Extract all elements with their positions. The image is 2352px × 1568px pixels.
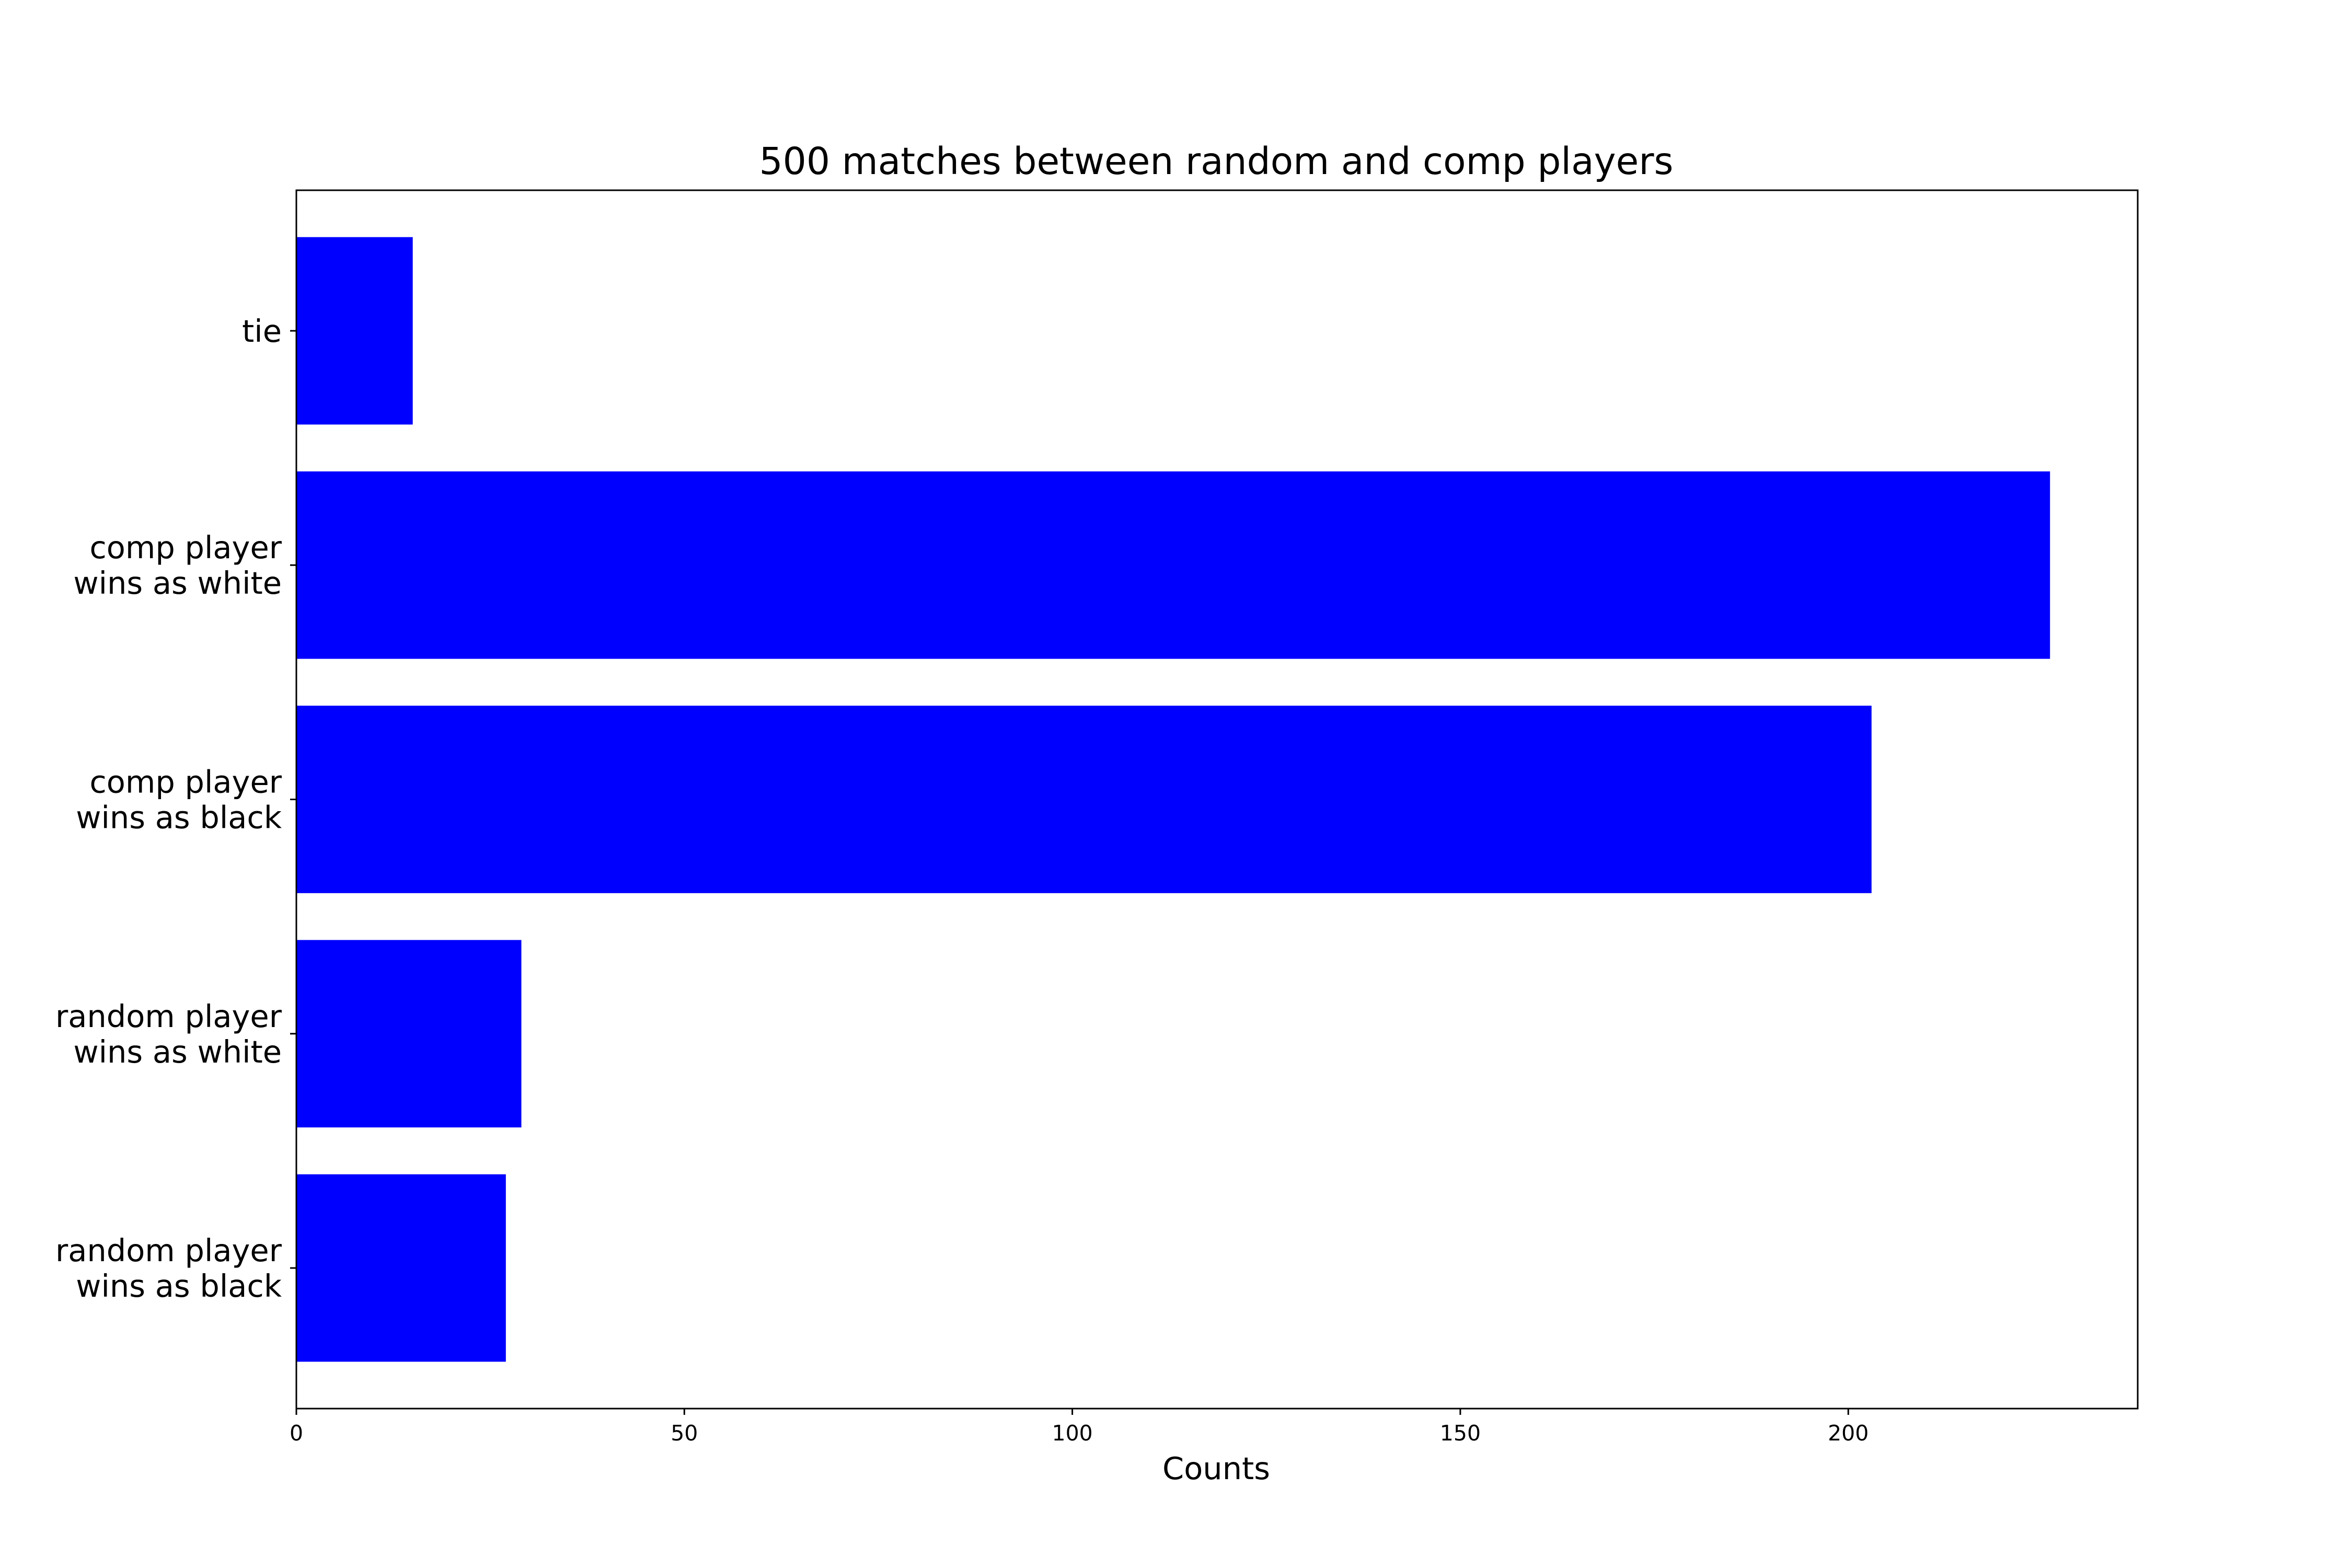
y-tick-label: comp player wins as black [76,764,282,836]
x-tick-label: 0 [290,1421,303,1446]
y-axis: tie comp player wins as white comp player wi… [55,313,296,1304]
chart-title: 500 matches between random and comp play… [759,140,1674,183]
bars [296,237,2050,1362]
x-axis-label: Counts [1162,1450,1270,1486]
x-tick-label: 50 [671,1421,698,1446]
x-tick-label: 150 [1440,1421,1481,1446]
y-tick-label: tie [242,313,282,349]
bar [296,1174,506,1362]
y-tick-label: random player wins as black [55,1232,282,1304]
y-tick-label: random player wins as white [55,998,282,1070]
x-tick-label: 200 [1828,1421,1869,1446]
y-tick-label: comp player wins as white [73,529,282,601]
x-axis: 0 50 100 150 200 [290,1409,1869,1446]
x-tick-label: 100 [1052,1421,1092,1446]
bar [296,237,413,425]
bar [296,940,522,1128]
bar [296,706,1872,893]
bar [296,471,2050,659]
